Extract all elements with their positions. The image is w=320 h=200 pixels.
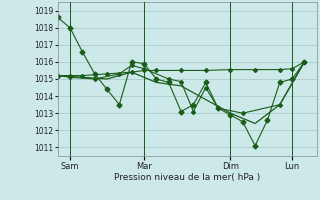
X-axis label: Pression niveau de la mer( hPa ): Pression niveau de la mer( hPa ) xyxy=(114,173,260,182)
